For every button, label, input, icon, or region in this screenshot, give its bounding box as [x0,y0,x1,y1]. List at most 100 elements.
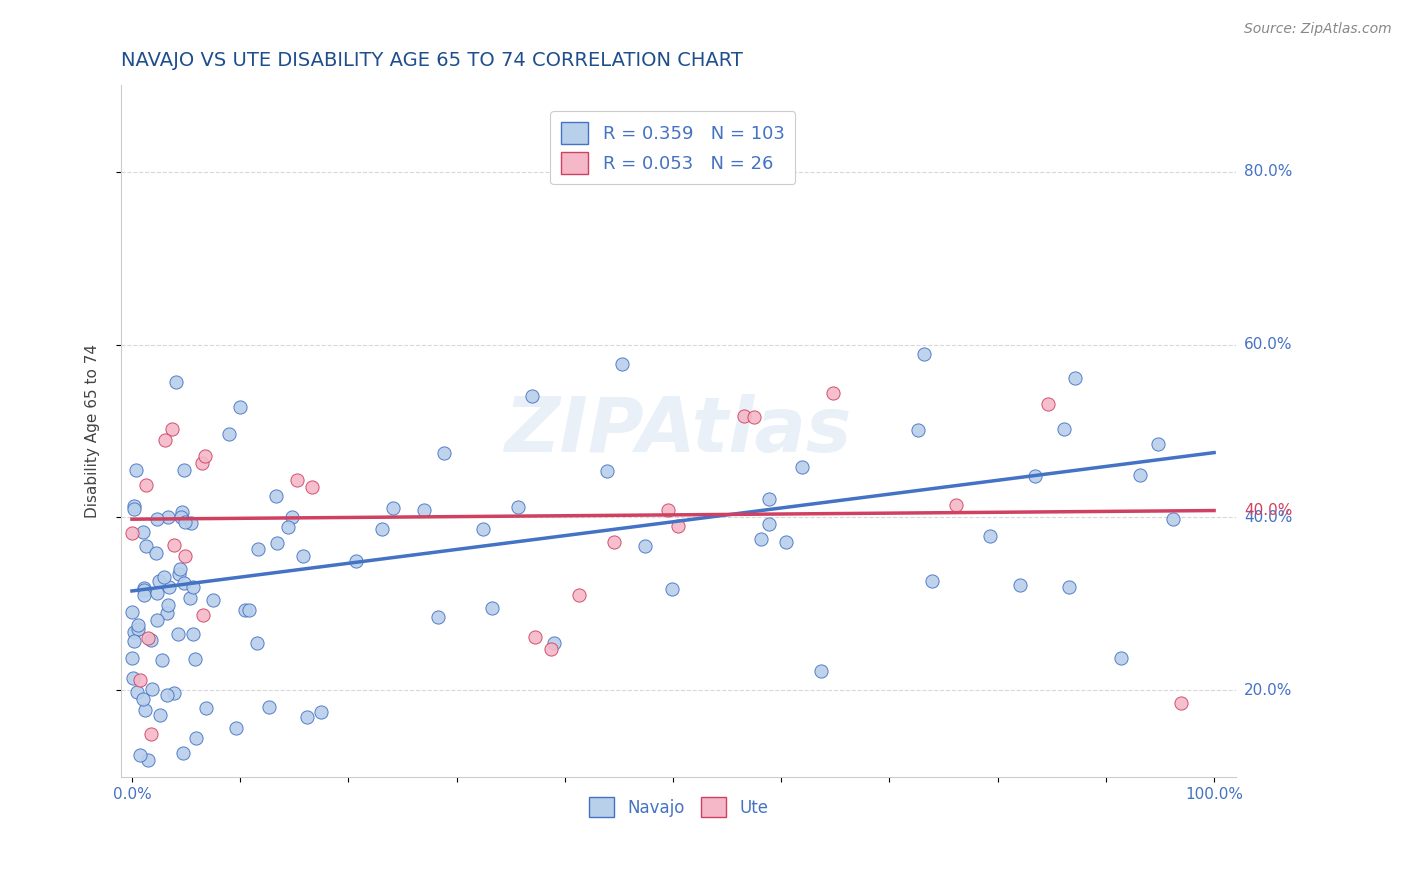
Point [163,686,186,700]
Point [167,566,190,581]
Point [481,600,503,615]
Point [218,427,240,442]
Point [155,688,177,702]
Point [775,535,797,549]
Point [297,710,319,724]
Point [634,539,657,553]
Point [160,422,183,436]
Point [148,574,170,588]
Point [191,608,214,623]
Point [1161,511,1184,525]
Legend: Navajo, Ute: Navajo, Ute [582,790,775,824]
Point [427,610,450,624]
Point [194,449,217,463]
Point [127,622,149,636]
Point [912,346,935,360]
Point [141,681,163,696]
Point [344,554,367,568]
Point [172,746,194,760]
Point [245,636,267,650]
Point [277,520,299,534]
Point [246,542,269,557]
Point [156,509,179,524]
Point [1063,371,1085,385]
Point [596,464,619,478]
Point [257,700,280,714]
Point [157,599,180,613]
Point [174,515,197,529]
Point [758,517,780,532]
Point [121,605,143,619]
Point [122,671,145,685]
Point [292,549,315,563]
Point [1170,696,1192,710]
Point [471,522,494,536]
Point [666,519,689,533]
Y-axis label: Disability Age 65 to 74: Disability Age 65 to 74 [86,344,100,518]
Point [979,528,1001,542]
Point [181,580,204,594]
Point [921,574,943,589]
Point [657,503,679,517]
Text: Source: ZipAtlas.com: Source: ZipAtlas.com [1244,22,1392,37]
Text: ZIPAtlas: ZIPAtlas [505,394,852,468]
Point [132,692,155,706]
Point [1008,577,1031,591]
Point [309,705,332,719]
Point [169,562,191,576]
Point [141,633,163,648]
Point [810,664,832,678]
Point [145,546,167,560]
Point [150,653,173,667]
Point [173,463,195,477]
Point [122,501,145,516]
Point [181,627,204,641]
Point [135,539,157,553]
Text: 80.0%: 80.0% [1244,164,1292,179]
Point [125,685,148,699]
Point [382,501,405,516]
Point [184,652,207,666]
Point [733,409,755,424]
Point [136,631,159,645]
Point [792,459,814,474]
Point [179,516,201,530]
Point [124,634,146,648]
Point [146,585,169,599]
Point [1111,651,1133,665]
Point [742,409,765,424]
Point [153,434,176,448]
Point [173,575,195,590]
Point [229,400,252,414]
Point [136,753,159,767]
Point [132,524,155,539]
Point [543,636,565,650]
Point [238,602,260,616]
Point [170,505,193,519]
Point [134,703,156,717]
Point [520,388,543,402]
Point [127,618,149,632]
Point [225,721,247,735]
Point [145,512,167,526]
Point [134,583,156,598]
Point [523,630,546,644]
Point [124,625,146,640]
Point [157,580,180,594]
Text: 40.0%: 40.0% [1244,503,1292,518]
Point [166,627,188,641]
Point [506,500,529,514]
Point [129,747,152,762]
Point [1059,580,1081,594]
Point [184,731,207,745]
Point [758,492,780,507]
Point [233,603,256,617]
Point [135,478,157,492]
Point [134,588,156,602]
Point [194,701,217,715]
Point [128,673,150,687]
Point [149,708,172,723]
Point [945,498,967,512]
Point [163,538,186,552]
Text: 60.0%: 60.0% [1244,337,1292,352]
